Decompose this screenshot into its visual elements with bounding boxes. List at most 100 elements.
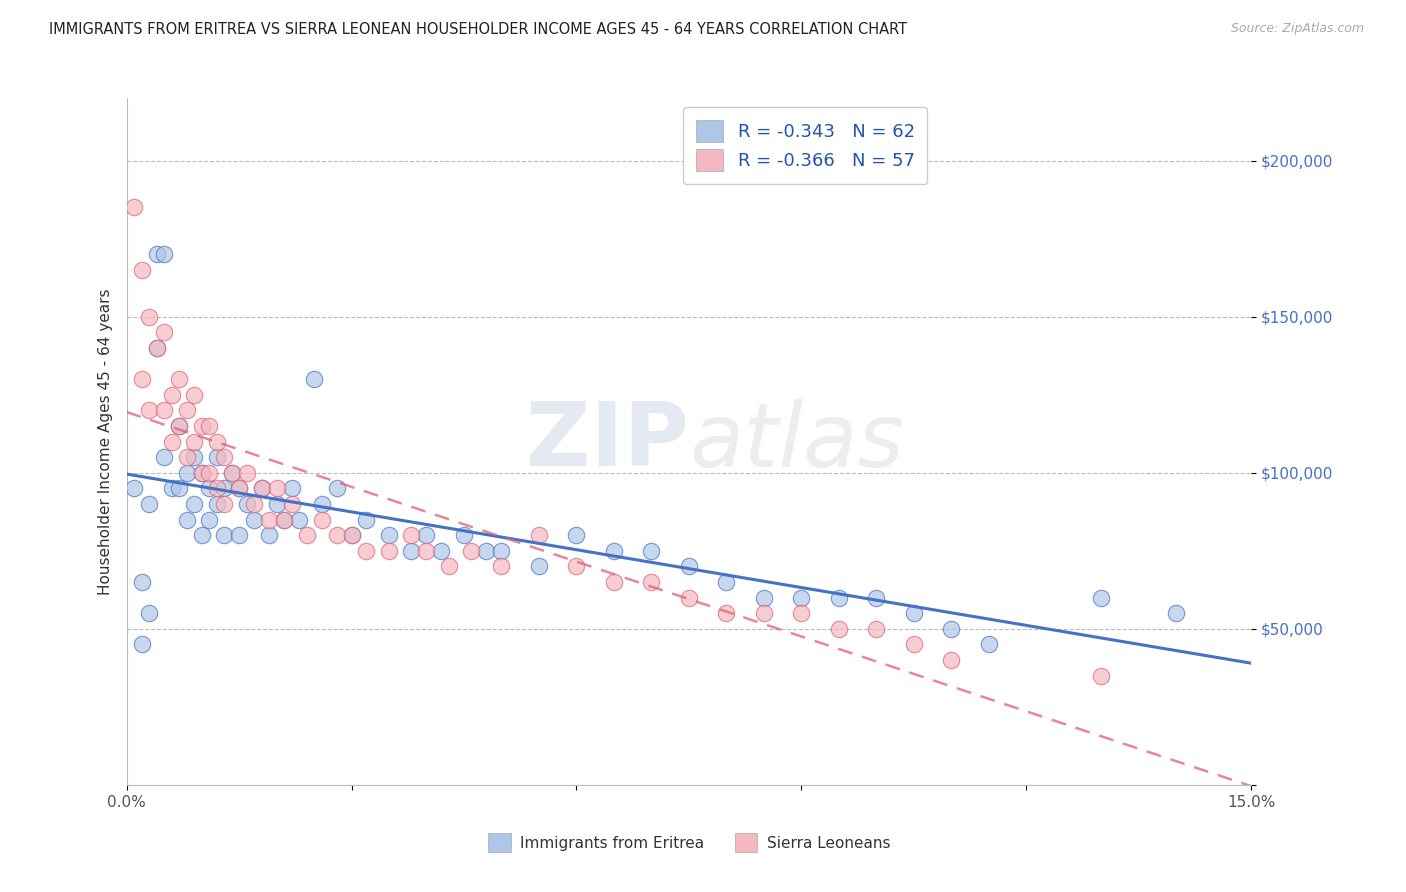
Point [205, 482, 228, 496]
Point [212, 450, 235, 464]
Point [176, 512, 198, 526]
Point [257, 512, 280, 526]
Point [167, 372, 190, 386]
Point [145, 341, 167, 355]
Point [977, 637, 1000, 651]
Point [138, 403, 160, 417]
Y-axis label: Householder Income Ages 45 - 64 years: Householder Income Ages 45 - 64 years [97, 288, 112, 595]
Point [250, 482, 273, 496]
Point [565, 559, 588, 574]
Point [198, 482, 221, 496]
Point [437, 559, 460, 574]
Point [205, 434, 228, 449]
Point [131, 637, 153, 651]
Point [302, 372, 325, 386]
Point [153, 325, 176, 339]
Point [603, 543, 626, 558]
Point [190, 418, 212, 433]
Point [250, 482, 273, 496]
Point [378, 528, 401, 542]
Point [356, 512, 378, 526]
Point [415, 543, 437, 558]
Point [941, 653, 963, 667]
Point [828, 622, 851, 636]
Point [865, 591, 887, 605]
Point [176, 403, 198, 417]
Point [790, 607, 813, 621]
Point [716, 607, 738, 621]
Point [1090, 669, 1112, 683]
Point [176, 450, 198, 464]
Point [198, 512, 221, 526]
Point [491, 543, 513, 558]
Point [243, 512, 266, 526]
Point [190, 466, 212, 480]
Point [340, 528, 363, 542]
Point [243, 497, 266, 511]
Text: atlas: atlas [689, 399, 904, 484]
Point [160, 434, 183, 449]
Point [430, 543, 453, 558]
Point [311, 497, 333, 511]
Point [205, 497, 228, 511]
Point [1090, 591, 1112, 605]
Text: IMMIGRANTS FROM ERITREA VS SIERRA LEONEAN HOUSEHOLDER INCOME AGES 45 - 64 YEARS : IMMIGRANTS FROM ERITREA VS SIERRA LEONEA… [49, 22, 907, 37]
Point [228, 528, 250, 542]
Point [145, 341, 167, 355]
Point [138, 607, 160, 621]
Point [295, 528, 318, 542]
Point [1166, 607, 1188, 621]
Point [160, 482, 183, 496]
Point [190, 528, 212, 542]
Point [131, 372, 153, 386]
Point [941, 622, 963, 636]
Point [183, 387, 205, 401]
Text: Source: ZipAtlas.com: Source: ZipAtlas.com [1230, 22, 1364, 36]
Legend: Immigrants from Eritrea, Sierra Leoneans: Immigrants from Eritrea, Sierra Leoneans [479, 826, 898, 860]
Point [311, 512, 333, 526]
Point [678, 559, 700, 574]
Point [273, 512, 295, 526]
Point [415, 528, 437, 542]
Point [325, 482, 347, 496]
Point [138, 497, 160, 511]
Point [603, 574, 626, 589]
Point [378, 543, 401, 558]
Point [401, 528, 423, 542]
Point [453, 528, 475, 542]
Point [491, 559, 513, 574]
Point [266, 497, 288, 511]
Point [228, 482, 250, 496]
Point [167, 482, 190, 496]
Point [221, 466, 243, 480]
Point [183, 497, 205, 511]
Point [235, 466, 257, 480]
Point [828, 591, 851, 605]
Point [790, 591, 813, 605]
Point [212, 497, 235, 511]
Point [288, 512, 311, 526]
Point [221, 466, 243, 480]
Point [280, 482, 302, 496]
Point [235, 497, 257, 511]
Point [716, 574, 738, 589]
Point [340, 528, 363, 542]
Point [205, 450, 228, 464]
Point [640, 574, 662, 589]
Point [160, 387, 183, 401]
Point [198, 466, 221, 480]
Point [257, 528, 280, 542]
Point [183, 434, 205, 449]
Point [212, 482, 235, 496]
Point [678, 591, 700, 605]
Point [266, 482, 288, 496]
Point [183, 450, 205, 464]
Point [401, 543, 423, 558]
Point [122, 201, 145, 215]
Point [190, 466, 212, 480]
Point [167, 418, 190, 433]
Point [131, 263, 153, 277]
Point [640, 543, 662, 558]
Point [356, 543, 378, 558]
Point [167, 418, 190, 433]
